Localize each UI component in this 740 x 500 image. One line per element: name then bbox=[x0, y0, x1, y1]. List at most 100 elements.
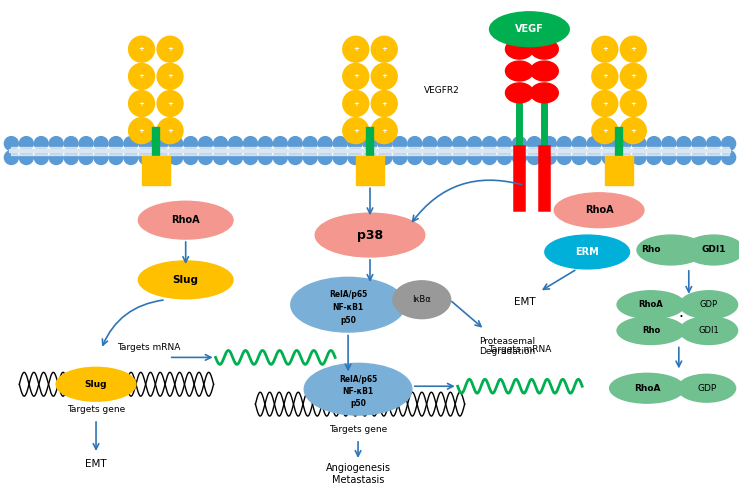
Text: Rho: Rho bbox=[641, 246, 661, 254]
Circle shape bbox=[109, 150, 123, 164]
Text: IκBα: IκBα bbox=[412, 295, 431, 304]
Circle shape bbox=[482, 136, 497, 150]
Text: RhoA: RhoA bbox=[633, 384, 660, 392]
Circle shape bbox=[243, 136, 258, 150]
Text: +: + bbox=[167, 128, 173, 134]
Circle shape bbox=[513, 136, 526, 150]
Ellipse shape bbox=[138, 261, 233, 298]
Text: Targets gene: Targets gene bbox=[329, 424, 387, 434]
Ellipse shape bbox=[637, 235, 704, 265]
Circle shape bbox=[139, 150, 153, 164]
Circle shape bbox=[587, 136, 601, 150]
Bar bbox=[356, 156, 384, 186]
Text: p50: p50 bbox=[340, 316, 356, 325]
Circle shape bbox=[707, 150, 721, 164]
Text: +: + bbox=[381, 74, 387, 80]
Ellipse shape bbox=[531, 39, 558, 59]
Circle shape bbox=[393, 150, 407, 164]
Circle shape bbox=[169, 136, 183, 150]
Circle shape bbox=[154, 136, 168, 150]
Circle shape bbox=[557, 136, 571, 150]
Circle shape bbox=[243, 150, 258, 164]
Text: Rho: Rho bbox=[642, 326, 660, 335]
Circle shape bbox=[371, 90, 397, 117]
Circle shape bbox=[497, 150, 511, 164]
Circle shape bbox=[513, 150, 526, 164]
Text: +: + bbox=[630, 100, 636, 106]
Ellipse shape bbox=[393, 281, 451, 318]
Text: +: + bbox=[353, 128, 359, 134]
Circle shape bbox=[453, 136, 467, 150]
Circle shape bbox=[124, 136, 138, 150]
Text: +: + bbox=[353, 100, 359, 106]
Circle shape bbox=[129, 36, 155, 62]
Circle shape bbox=[497, 136, 511, 150]
Circle shape bbox=[157, 90, 183, 117]
Circle shape bbox=[303, 150, 317, 164]
Text: ERM: ERM bbox=[575, 247, 599, 257]
Circle shape bbox=[333, 150, 347, 164]
Circle shape bbox=[169, 150, 183, 164]
Circle shape bbox=[4, 150, 19, 164]
Ellipse shape bbox=[505, 83, 534, 103]
Text: p38: p38 bbox=[357, 228, 383, 241]
Bar bbox=[142, 156, 169, 186]
Circle shape bbox=[139, 136, 153, 150]
Text: GDP: GDP bbox=[697, 384, 716, 392]
Text: GDP: GDP bbox=[699, 300, 718, 309]
Circle shape bbox=[273, 136, 287, 150]
Text: p50: p50 bbox=[350, 398, 366, 407]
Circle shape bbox=[198, 136, 212, 150]
Circle shape bbox=[94, 150, 108, 164]
Circle shape bbox=[692, 150, 706, 164]
Circle shape bbox=[602, 150, 616, 164]
Ellipse shape bbox=[304, 364, 412, 415]
Circle shape bbox=[258, 150, 272, 164]
Circle shape bbox=[722, 136, 736, 150]
Text: +: + bbox=[167, 46, 173, 52]
Text: Targets gene: Targets gene bbox=[67, 404, 125, 413]
Circle shape bbox=[408, 150, 422, 164]
Text: +: + bbox=[138, 128, 144, 134]
Circle shape bbox=[273, 150, 287, 164]
Circle shape bbox=[333, 136, 347, 150]
Circle shape bbox=[378, 150, 392, 164]
Ellipse shape bbox=[505, 61, 534, 81]
Text: +: + bbox=[602, 100, 608, 106]
Circle shape bbox=[371, 36, 397, 62]
Text: +: + bbox=[381, 100, 387, 106]
Circle shape bbox=[453, 150, 467, 164]
Text: ·: · bbox=[679, 310, 683, 325]
Circle shape bbox=[348, 150, 362, 164]
Text: +: + bbox=[630, 46, 636, 52]
Circle shape bbox=[542, 136, 556, 150]
Text: Proteasemal
Degradation: Proteasemal Degradation bbox=[480, 337, 536, 356]
Ellipse shape bbox=[291, 278, 406, 332]
Circle shape bbox=[184, 136, 198, 150]
Text: +: + bbox=[167, 74, 173, 80]
Circle shape bbox=[184, 150, 198, 164]
Text: +: + bbox=[381, 46, 387, 52]
Text: EMT: EMT bbox=[514, 296, 535, 306]
Circle shape bbox=[482, 150, 497, 164]
Circle shape bbox=[303, 136, 317, 150]
Circle shape bbox=[258, 136, 272, 150]
Text: EMT: EMT bbox=[85, 459, 107, 469]
Circle shape bbox=[198, 150, 212, 164]
Ellipse shape bbox=[505, 39, 534, 59]
Circle shape bbox=[423, 136, 437, 150]
Circle shape bbox=[343, 90, 369, 117]
Text: RelA/p65: RelA/p65 bbox=[339, 375, 377, 384]
Text: +: + bbox=[630, 74, 636, 80]
Circle shape bbox=[542, 150, 556, 164]
Text: RhoA: RhoA bbox=[639, 300, 663, 309]
Circle shape bbox=[154, 150, 168, 164]
Circle shape bbox=[647, 150, 661, 164]
Circle shape bbox=[363, 150, 377, 164]
Circle shape bbox=[34, 150, 48, 164]
Circle shape bbox=[408, 136, 422, 150]
Circle shape bbox=[587, 150, 601, 164]
Ellipse shape bbox=[610, 374, 684, 403]
Circle shape bbox=[620, 118, 646, 144]
Circle shape bbox=[528, 150, 542, 164]
